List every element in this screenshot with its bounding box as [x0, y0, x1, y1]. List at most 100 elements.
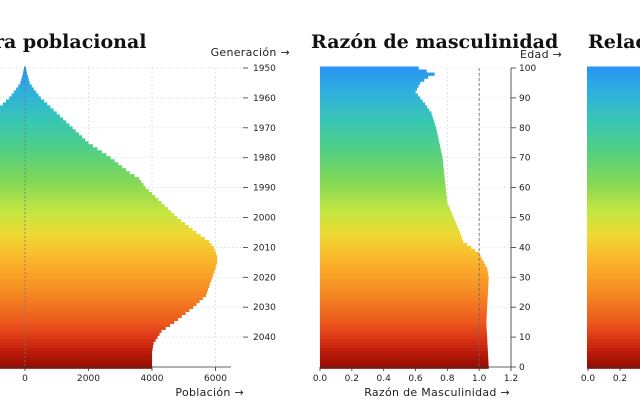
ratio-bar [320, 126, 437, 130]
ratio-bar [320, 287, 489, 292]
third-chart-bar [587, 296, 640, 301]
population-bar [0, 174, 135, 178]
ratio-bar [320, 165, 444, 169]
third-chart-bar [587, 189, 640, 193]
ratio-bar [320, 260, 484, 265]
generation-tick-label: 2000 [253, 214, 276, 224]
population-bar [0, 359, 152, 363]
third-chart-bar [587, 320, 640, 324]
third-chart-bar [587, 144, 640, 148]
third-chart-bar [587, 105, 640, 109]
third-chart-bar [587, 263, 640, 268]
population-bar [0, 210, 172, 214]
ratio-bar [320, 323, 487, 327]
third-chart-bar [587, 284, 640, 289]
population-bar [0, 272, 214, 277]
third-chart-bar [587, 287, 640, 292]
population-bar [0, 150, 102, 154]
ratio-bar [320, 308, 487, 313]
ratio-bar [320, 195, 447, 199]
ratio-bar [320, 72, 435, 76]
ratio-bar [320, 189, 447, 193]
third-chart-bar [587, 147, 640, 151]
third-chart-title: Relac [588, 31, 640, 53]
ratio-x-tick-label: 0.6 [408, 374, 423, 384]
third-chart-bar [587, 111, 640, 115]
population-bar [0, 239, 210, 244]
population-bar [0, 162, 119, 166]
third-chart-bar [587, 260, 640, 265]
population-bar [0, 180, 142, 184]
age-tick-label: 30 [519, 273, 531, 283]
population-bar [0, 111, 57, 115]
ratio-bar [320, 305, 488, 310]
population-bar [0, 222, 186, 226]
ratio-bar [320, 222, 457, 226]
ratio-bar [320, 254, 481, 259]
population-bar [0, 120, 67, 124]
population-bar [0, 153, 107, 157]
ratio-bar [320, 177, 445, 181]
ratio-bar [320, 210, 452, 214]
ratio-bar [320, 362, 489, 366]
third-chart-bar [587, 219, 640, 223]
third-chart-bar [587, 329, 640, 333]
ratio-x-tick-label: 0.0 [313, 374, 328, 384]
third-chart-bar [587, 186, 640, 190]
ratio-bar [320, 266, 488, 271]
third-chart-bar [587, 278, 640, 283]
population-bar [0, 299, 200, 304]
population-bar [0, 293, 206, 298]
third-chart-bar [587, 156, 640, 160]
age-tick-label: 20 [519, 303, 531, 313]
ratio-bar [320, 147, 441, 151]
ratio-bar [320, 180, 446, 184]
population-bar [0, 242, 212, 247]
ratio-bar [320, 353, 489, 357]
ratio-x-tick-label: 1.0 [472, 374, 487, 384]
third-chart-bar [587, 183, 640, 187]
population-bar [0, 266, 216, 271]
population-bar [0, 311, 186, 316]
population-bar [0, 108, 54, 112]
population-bar [0, 263, 217, 268]
third-chart-bar [587, 120, 640, 124]
population-bar [0, 341, 154, 345]
generation-tick-label: 1980 [253, 154, 276, 164]
ratio-bar [320, 81, 421, 85]
ratio-bar [320, 332, 487, 336]
ratio-bar [320, 296, 488, 301]
third-chart-bar [587, 75, 640, 79]
ratio-bar [320, 350, 488, 354]
population-bar [0, 278, 212, 283]
masculinity-ratio-chart: Razón de masculinidad 0.0 0.2 0.4 0.6 0.8 1.0… [311, 31, 562, 399]
ratio-bar [320, 75, 429, 79]
third-chart-bar [587, 207, 640, 211]
population-bar [0, 245, 214, 250]
population-bar [0, 126, 73, 130]
third-chart-bar [587, 332, 640, 336]
third-chart-bar [587, 153, 640, 157]
ratio-bar [320, 338, 488, 342]
third-chart-bar [587, 72, 640, 76]
ratio-bar [320, 129, 437, 133]
third-chart-bar [587, 171, 640, 175]
third-chart-bar [587, 138, 640, 142]
third-chart-bar [587, 359, 640, 363]
population-bar [0, 302, 197, 307]
third-chart-bar [587, 102, 640, 106]
ratio-bar [320, 171, 445, 175]
population-bar [0, 323, 170, 327]
ratio-bar [320, 117, 434, 121]
third-chart-bar [587, 326, 640, 330]
ratio-bar [320, 90, 416, 94]
third-chart-bar [587, 293, 640, 298]
ratio-bar [320, 219, 455, 223]
third-chart-bar [587, 242, 640, 247]
population-bar [0, 105, 51, 109]
third-chart-bar [587, 236, 640, 241]
ratio-bar [320, 275, 489, 280]
population-bar [0, 320, 175, 324]
population-bar [0, 326, 166, 330]
population-x-tick-label: 2000 [77, 374, 100, 384]
